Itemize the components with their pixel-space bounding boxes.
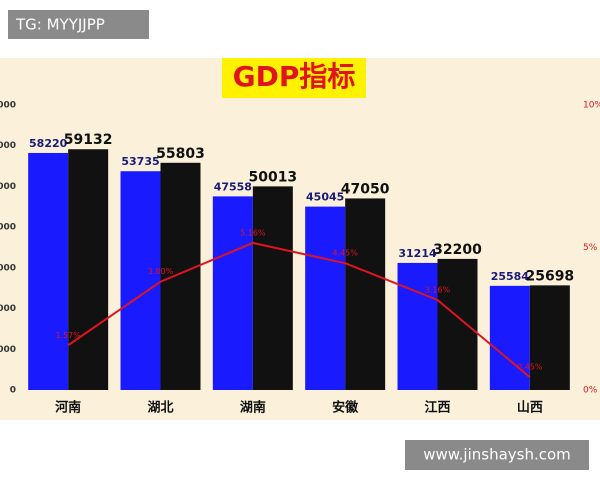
line-value-label: 3.80% xyxy=(148,267,174,276)
watermark: www.jinshaysh.com xyxy=(423,446,571,464)
watermark: TG: MYYJJPP xyxy=(15,16,105,34)
line-value-label: 1.57% xyxy=(55,331,81,340)
bar xyxy=(212,196,253,390)
y-tick-label: 0 xyxy=(10,386,16,396)
line-value-label: 4.45% xyxy=(332,249,358,258)
bar-value-label: 31214 xyxy=(398,247,437,260)
x-tick-label: 湖南 xyxy=(240,400,266,416)
bar-value-label: 32200 xyxy=(433,242,482,258)
bar xyxy=(120,171,161,390)
y2-tick-label: 5% xyxy=(583,243,598,253)
bar xyxy=(345,198,386,390)
bar xyxy=(437,258,478,390)
y-tick-label: 30000 xyxy=(0,263,16,273)
x-tick-label: 湖北 xyxy=(147,401,173,416)
y-tick-label: 50000 xyxy=(0,182,16,192)
x-tick-label: 江西 xyxy=(424,400,450,416)
chart-title: GDP指标 xyxy=(233,60,356,93)
bar-value-label: 25698 xyxy=(525,268,574,284)
line xyxy=(67,241,531,378)
line-value-label: 5.16% xyxy=(240,228,266,237)
y-tick-label: 70000 xyxy=(0,101,16,111)
watermark-box xyxy=(405,440,589,470)
watermark-box xyxy=(8,10,149,39)
bar-value-label: 55803 xyxy=(156,146,205,162)
line-value-label: 3.16% xyxy=(425,285,451,294)
y-tick-label: 40000 xyxy=(0,223,16,233)
bar xyxy=(529,285,570,390)
bar-value-label: 47050 xyxy=(341,181,390,197)
line-value-label: 0.45% xyxy=(517,363,543,372)
x-tick-label: 安徽 xyxy=(332,400,359,416)
bar-value-label: 53735 xyxy=(121,155,159,168)
bar-value-label: 47558 xyxy=(214,180,252,193)
bar xyxy=(397,262,438,390)
x-tick-label: 山西 xyxy=(517,400,543,416)
bar xyxy=(252,186,293,390)
bar-value-label: 58220 xyxy=(29,137,68,150)
bar xyxy=(160,162,201,390)
bar xyxy=(305,206,346,390)
y-tick-label: 10000 xyxy=(0,345,16,355)
bar-value-label: 59132 xyxy=(64,132,113,148)
title-background xyxy=(222,58,366,98)
y-tick-label: 20000 xyxy=(0,304,16,314)
bar xyxy=(68,149,109,390)
y2-tick-label: 0% xyxy=(583,386,598,396)
bar xyxy=(28,152,69,390)
x-tick-label: 河南 xyxy=(55,400,81,416)
bar-value-label: 45045 xyxy=(306,191,344,204)
bar-value-label: 25584 xyxy=(491,270,530,283)
bar-value-label: 50013 xyxy=(248,169,297,185)
y2-tick-label: 10% xyxy=(583,101,600,111)
y-tick-label: 60000 xyxy=(0,141,16,151)
bar xyxy=(489,285,530,390)
